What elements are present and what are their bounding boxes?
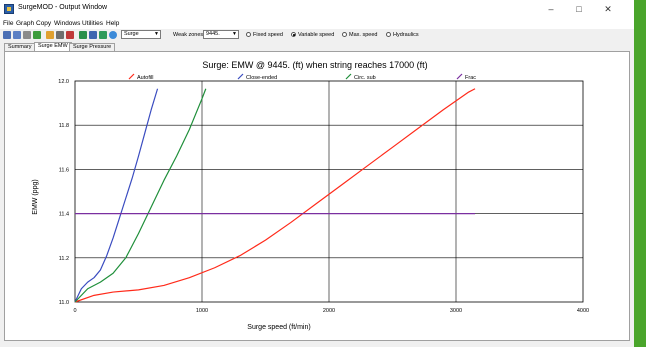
tool-icon[interactable]	[56, 31, 64, 39]
y-tick-label: 11.2	[59, 256, 69, 262]
tab-summary[interactable]: Summary	[4, 43, 36, 51]
chart-grid	[74, 80, 584, 303]
weak-zones-value: 9445.	[206, 31, 220, 37]
legend-swatch	[237, 73, 244, 80]
legend-swatch	[345, 73, 352, 80]
emw-chart: Surge: EMW @ 9445. (ft) when string reac…	[32, 60, 589, 331]
variable-speed-radio[interactable]	[291, 32, 296, 37]
help-icon[interactable]	[109, 31, 117, 39]
side-accent-bar	[634, 0, 646, 347]
run-icon[interactable]	[99, 31, 107, 39]
x-tick-label: 3000	[450, 308, 462, 314]
legend-swatch	[128, 73, 135, 80]
menu-graph[interactable]: Graph	[16, 20, 35, 27]
max-speed-radio[interactable]	[342, 32, 347, 37]
x-axis-label: Surge speed (ft/min)	[247, 324, 310, 331]
chart-title: Surge: EMW @ 9445. (ft) when string reac…	[202, 60, 427, 70]
chart-icon[interactable]	[79, 31, 87, 39]
chart-panel: Surge: EMW @ 9445. (ft) when string reac…	[4, 51, 630, 341]
print-icon[interactable]	[23, 31, 31, 39]
menu-copy[interactable]: Copy	[36, 20, 52, 27]
hydraulics-label: Hydraulics	[393, 32, 419, 38]
y-tick-label: 11.8	[59, 123, 69, 129]
y-tick-label: 11.0	[59, 300, 69, 306]
series-line	[74, 88, 476, 303]
menu-bar: File Graph Copy Windows Utilities Help	[0, 18, 634, 29]
x-tick-label: 1000	[196, 308, 208, 314]
window-icon[interactable]	[89, 31, 97, 39]
maximize-icon[interactable]: □	[576, 4, 582, 14]
max-speed-label: Max. speed	[349, 32, 378, 38]
plot-select[interactable]: Surge ▼	[121, 30, 161, 39]
menu-windows[interactable]: Windows	[54, 20, 81, 27]
menu-help[interactable]: Help	[106, 20, 120, 27]
series-line	[74, 88, 159, 303]
variable-speed-label: Variable speed	[298, 32, 335, 38]
tab-surge-emw[interactable]: Surge EMW	[34, 42, 72, 51]
fixed-speed-label: Fixed speed	[253, 32, 283, 38]
title-bar: SurgeMOD - Output Window – □ ✕	[0, 0, 634, 18]
open-icon[interactable]	[3, 31, 11, 39]
series-line	[74, 88, 207, 303]
menu-file[interactable]: File	[3, 20, 14, 27]
y-axis-label: EMW (ppg)	[32, 179, 39, 214]
hydraulics-radio[interactable]	[386, 32, 391, 37]
legend-swatch	[456, 73, 463, 80]
x-tick-label: 4000	[577, 308, 589, 314]
legend-label: Circ. sub	[354, 75, 376, 81]
y-tick-label: 12.0	[58, 79, 69, 85]
weak-zones-label: Weak zones:	[173, 32, 205, 38]
tab-strip: Summary Surge EMW Surge Pressure	[0, 42, 634, 51]
minimize-icon[interactable]: –	[548, 4, 554, 14]
close-icon[interactable]: ✕	[604, 4, 612, 14]
toolbar: Surge ▼ Weak zones: 9445. ▼ Fixed speed …	[0, 29, 634, 42]
refresh-icon[interactable]	[33, 31, 41, 39]
fixed-speed-radio[interactable]	[246, 32, 251, 37]
edit-icon[interactable]	[46, 31, 54, 39]
app-icon	[4, 4, 14, 14]
chevron-down-icon: ▼	[232, 31, 237, 37]
window-title: SurgeMOD - Output Window	[18, 4, 108, 11]
y-tick-label: 11.6	[59, 167, 69, 173]
weak-zones-select[interactable]: 9445. ▼	[203, 30, 239, 39]
plot-select-value: Surge	[124, 31, 139, 37]
legend-label: Frac	[465, 75, 476, 81]
report-icon[interactable]	[66, 31, 74, 39]
chart-legend: Autofill Close-ended Circ. sub Frac	[128, 73, 476, 81]
x-tick-label: 0	[73, 308, 76, 314]
legend-label: Autofill	[137, 75, 154, 81]
chevron-down-icon: ▼	[154, 31, 159, 37]
save-icon[interactable]	[13, 31, 21, 39]
legend-label: Close-ended	[246, 75, 277, 81]
tab-surge-pressure[interactable]: Surge Pressure	[69, 43, 116, 51]
chart-series	[74, 88, 476, 303]
y-tick-label: 11.4	[59, 212, 69, 218]
x-tick-label: 2000	[323, 308, 335, 314]
chart-ticks: 0 1000 2000 3000 4000 11.0 11.2 11.4 11.6 11.8 12.…	[58, 79, 589, 314]
menu-utilities[interactable]: Utilities	[82, 20, 103, 27]
